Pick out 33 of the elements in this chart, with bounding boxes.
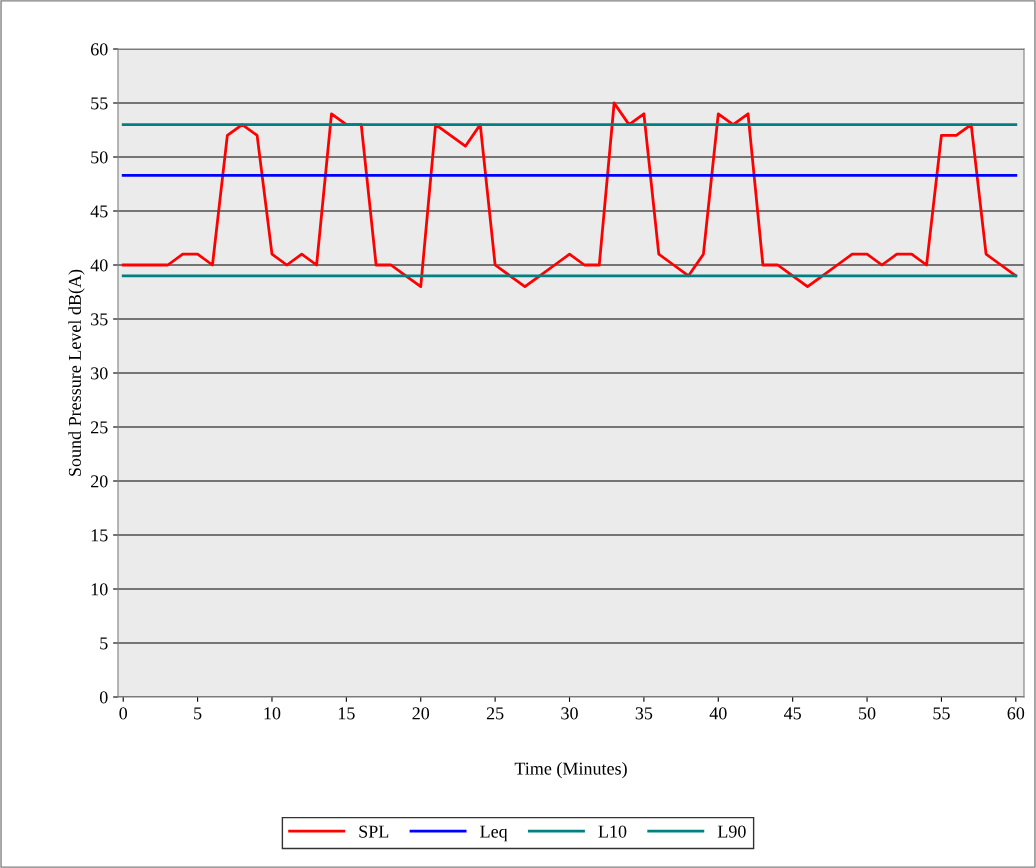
y-tick-label: 15 xyxy=(91,529,108,542)
y-tick-label: 40 xyxy=(90,259,108,272)
x-tick-label: 15 xyxy=(338,707,355,720)
y-tick-label: 5 xyxy=(100,637,108,650)
x-tick-label: 45 xyxy=(783,707,801,720)
y-axis-title: Sound Pressure Level dB(A) xyxy=(68,269,85,476)
x-tick-label: 0 xyxy=(119,707,128,720)
y-tick-label: 35 xyxy=(91,313,108,326)
y-tick-label: 20 xyxy=(91,475,108,488)
y-tick-label: 55 xyxy=(91,97,108,110)
y-tick-label: 25 xyxy=(91,421,108,434)
x-tick-label: 35 xyxy=(635,707,653,720)
x-tick-label: 20 xyxy=(412,707,430,720)
x-tick-label: 60 xyxy=(1007,707,1025,720)
y-tick-label: 10 xyxy=(91,583,108,596)
x-tick-label: 55 xyxy=(933,707,950,720)
y-tick-label: 30 xyxy=(91,367,108,380)
x-tick-label: 5 xyxy=(194,707,202,720)
x-tick-label: 25 xyxy=(486,707,504,720)
y-tick-label: 60 xyxy=(91,43,108,56)
x-tick-label: 10 xyxy=(264,707,281,720)
x-tick-label: 40 xyxy=(709,707,727,720)
x-tick-label: 30 xyxy=(561,707,578,720)
x-axis-title: Time (Minutes) xyxy=(514,761,627,779)
legend-label: L10 xyxy=(598,825,627,838)
y-tick-label: 0 xyxy=(99,691,108,704)
line-series xyxy=(121,101,1018,288)
legend-label: SPL xyxy=(359,825,389,838)
y-tick-label: 50 xyxy=(91,151,108,164)
legend-label: Leq xyxy=(480,825,508,842)
legend-label: L90 xyxy=(717,825,746,838)
y-tick-label: 45 xyxy=(90,205,108,218)
x-tick-label: 50 xyxy=(859,707,876,720)
